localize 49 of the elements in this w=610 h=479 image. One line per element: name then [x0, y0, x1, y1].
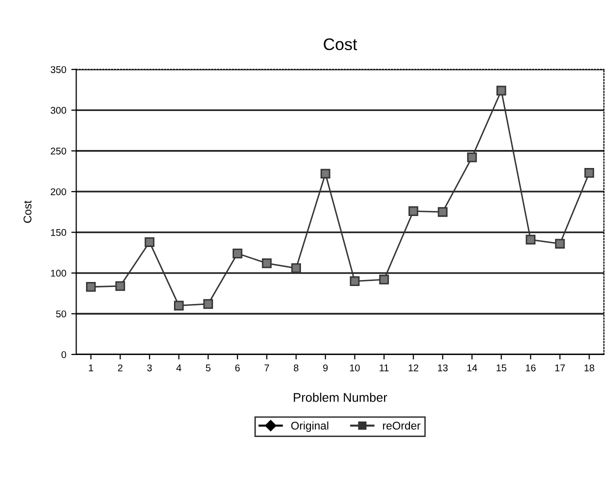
y-tick-label: 350	[50, 66, 66, 74]
point	[174, 300, 184, 310]
y-tick-label: 200	[50, 188, 66, 196]
y-tick-label: 250	[50, 148, 66, 155]
point	[496, 86, 506, 96]
point	[350, 276, 360, 286]
x-tick-label: 4	[176, 364, 182, 372]
point	[555, 238, 565, 249]
y-tick-label: 100	[51, 270, 66, 277]
x-tick-label: 11	[380, 364, 389, 372]
x-tick-label: 16	[526, 364, 536, 372]
legend-label: reOrder	[383, 421, 420, 430]
x-tick-label: 7	[264, 364, 270, 372]
x-tick-label: 14	[467, 364, 478, 372]
x-tick-label: 6	[235, 364, 240, 372]
legend-label: Original	[291, 421, 328, 432]
point	[144, 237, 154, 247]
y-tick-label: 50	[56, 310, 66, 318]
x-tick-label: 10	[350, 364, 360, 372]
x-tick-label: 17	[555, 364, 565, 372]
x-tick-label: 15	[496, 364, 506, 372]
y-tick-label: 150	[51, 229, 66, 236]
point	[232, 248, 242, 258]
y-tick-label: 300	[50, 106, 66, 114]
x-tick-label: 12	[408, 364, 418, 372]
x-tick-label: 8	[294, 364, 298, 372]
point	[262, 258, 272, 268]
x-tick-label: 13	[438, 364, 448, 372]
point	[320, 168, 330, 179]
point	[115, 281, 126, 291]
point	[291, 263, 301, 274]
x-tick-label: 3	[147, 364, 152, 372]
point	[467, 152, 477, 162]
x-tick-label: 18	[584, 364, 594, 372]
x-tick-label: 2	[118, 364, 122, 372]
point	[526, 234, 536, 245]
point	[408, 206, 418, 216]
x-tick-label: 1	[88, 364, 94, 372]
y-tick-label: 0	[62, 351, 66, 358]
x-tick-label: 9	[323, 364, 328, 372]
point	[86, 282, 96, 292]
x-axis-title: Problem Number	[294, 392, 388, 402]
chart-title: Cost	[324, 38, 358, 50]
point	[203, 299, 214, 309]
x-tick-label: 5	[206, 364, 210, 372]
y-axis-title: Cost	[24, 200, 32, 223]
point	[584, 168, 594, 178]
point	[379, 274, 389, 284]
point	[438, 207, 448, 217]
